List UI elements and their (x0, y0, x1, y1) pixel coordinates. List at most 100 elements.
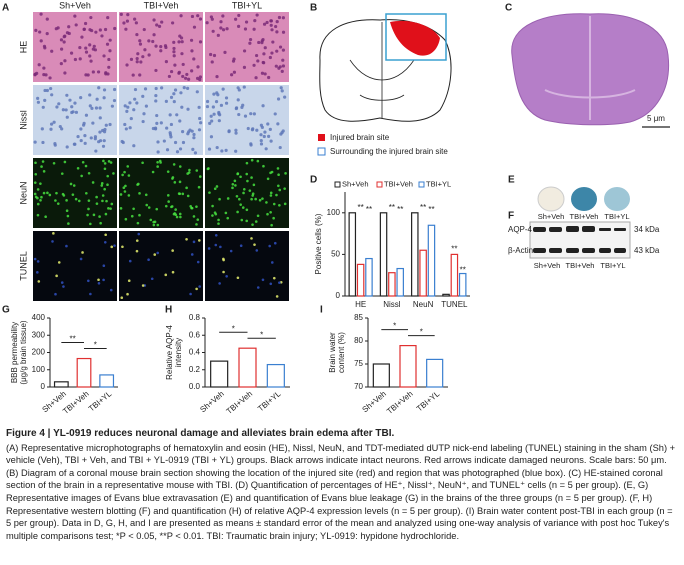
cell (124, 184, 127, 188)
cell (156, 150, 160, 154)
cell (54, 199, 57, 202)
cell (109, 288, 113, 292)
cell (261, 278, 265, 282)
scale-label: 5 μm (647, 114, 665, 123)
cell (141, 161, 144, 165)
significance: * (260, 330, 263, 339)
bar (348, 212, 357, 297)
x-tick-label: TBI+YL (415, 389, 442, 414)
cell (190, 129, 194, 133)
cell (126, 105, 130, 109)
cell (106, 174, 110, 178)
cell (225, 27, 229, 31)
cell (92, 213, 96, 217)
cell (251, 194, 254, 197)
cell (131, 73, 135, 77)
cell (150, 277, 154, 281)
column-header: TBI+YL (232, 0, 262, 10)
cell (230, 73, 234, 77)
cell (169, 122, 174, 127)
cell (253, 243, 256, 246)
cell (245, 208, 249, 212)
micrograph (205, 12, 289, 82)
cell (234, 17, 238, 21)
cell (97, 86, 101, 90)
cell (95, 97, 99, 101)
cell (207, 247, 211, 250)
cell (159, 49, 163, 53)
cell (63, 59, 67, 63)
cell (190, 14, 195, 19)
cell (79, 96, 83, 100)
cell (132, 108, 136, 112)
cell (226, 216, 230, 220)
cell (240, 218, 244, 222)
cell (239, 175, 242, 179)
cell (88, 93, 92, 97)
cell (172, 40, 176, 44)
x-tick-label: TBI+YL (87, 389, 114, 414)
cell (39, 39, 43, 43)
cell (164, 99, 168, 104)
cell (84, 73, 88, 77)
cell (105, 42, 110, 46)
cell (84, 113, 89, 117)
cell (141, 55, 145, 59)
cell (107, 57, 111, 62)
cell (101, 199, 104, 203)
cell (112, 98, 117, 103)
cell (41, 160, 45, 163)
cell (275, 193, 278, 197)
cell (221, 14, 225, 18)
cell (236, 98, 240, 102)
cell (231, 182, 235, 186)
bar (238, 347, 257, 388)
cell (53, 143, 57, 147)
cell (121, 173, 124, 177)
micrograph (119, 158, 203, 228)
cell (170, 205, 173, 209)
cell (42, 191, 46, 195)
cell (197, 185, 201, 189)
cell (54, 292, 57, 296)
cell (233, 179, 237, 183)
cell (234, 131, 238, 135)
cell (86, 213, 89, 217)
cell (88, 28, 92, 32)
cell (61, 192, 65, 196)
y-tick-label: 0.4 (189, 348, 201, 357)
cell (254, 76, 258, 80)
cell (223, 50, 227, 54)
cell (241, 206, 245, 209)
cell (112, 87, 117, 92)
cell (154, 99, 158, 103)
cell (98, 28, 102, 32)
cell (278, 188, 282, 192)
cell (62, 35, 66, 39)
significance: ** (451, 245, 457, 254)
cell (189, 205, 192, 208)
cell (169, 95, 174, 99)
cell (206, 167, 210, 171)
cell (192, 25, 197, 29)
cell (211, 29, 215, 33)
cell (171, 249, 174, 252)
cell (151, 170, 155, 174)
cell (198, 75, 203, 79)
y-tick-label: 0.6 (189, 330, 201, 339)
cell (272, 216, 275, 220)
cell (245, 161, 249, 165)
cell (180, 105, 184, 109)
cell (175, 215, 179, 219)
cell (78, 45, 82, 50)
cell (81, 160, 85, 164)
significance: * (232, 324, 235, 333)
cell (70, 105, 74, 109)
cell (106, 183, 109, 186)
cell (246, 126, 250, 131)
cell (41, 105, 45, 109)
cell (224, 96, 229, 100)
cell (122, 186, 126, 190)
cell (205, 21, 209, 25)
y-tick-label: 0.0 (189, 382, 201, 391)
